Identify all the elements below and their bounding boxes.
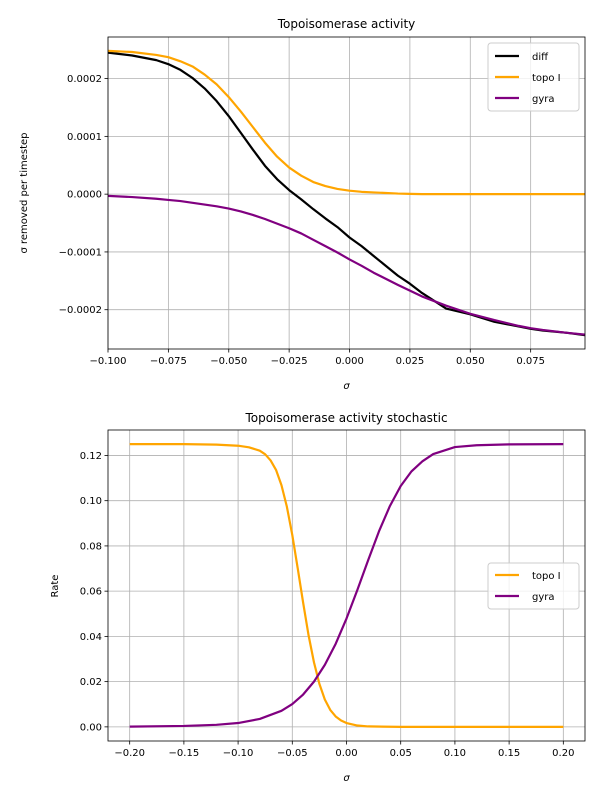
y-tick-label: 0.02 [80, 677, 102, 688]
x-tick-label: 0.050 [456, 356, 485, 367]
x-tick-label: 0.075 [516, 356, 545, 367]
x-tick-label: −0.025 [271, 356, 308, 367]
legend: diff topo I gyra [487, 42, 580, 112]
legend-label-topo-i: topo I [532, 73, 561, 84]
x-tick-label: −0.100 [89, 356, 126, 367]
legend: topo I gyra [487, 562, 580, 610]
x-tick-label: 0.025 [396, 356, 425, 367]
series-line-gyra [129, 443, 564, 728]
y-tick-label: 0.06 [80, 587, 102, 598]
series-layer [107, 49, 586, 337]
y-tick-label: −0.0001 [59, 247, 102, 258]
legend-label-diff: diff [532, 52, 549, 63]
y-tick-label: 0.08 [80, 541, 102, 552]
series-line-diff [107, 51, 586, 337]
y-axis-label: σ removed per timestep [19, 132, 30, 253]
legend-label-gyra: gyra [532, 94, 555, 105]
chart-topoisomerase-activity-stochastic: −0.20 −0.15 −0.10 −0.05 0.00 0.05 0.10 0.15 0.20… [50, 411, 586, 784]
y-axis-ticks: 0.00 0.02 0.04 0.06 0.08 0.10 0.12 [80, 451, 108, 733]
series-line-topo-i [129, 443, 564, 728]
chart-title: Topoisomerase activity [277, 17, 416, 31]
x-tick-label: −0.15 [169, 748, 200, 759]
chart-topoisomerase-activity: −0.100 −0.075 −0.050 −0.025 0.000 0.025 0.050 0… [19, 17, 586, 392]
y-tick-label: 0.0000 [67, 190, 102, 201]
x-tick-label: 0.15 [498, 748, 520, 759]
grid [107, 37, 585, 349]
legend-label-gyra: gyra [532, 592, 555, 603]
legend-box [487, 42, 580, 112]
axes-frame [107, 36, 586, 350]
y-tick-label: −0.0002 [59, 305, 102, 316]
x-axis-label: σ [343, 381, 350, 392]
y-tick-label: 0.0001 [67, 132, 102, 143]
x-tick-label: 0.00 [335, 748, 357, 759]
chart-title: Topoisomerase activity stochastic [244, 411, 447, 425]
series-layer [129, 443, 564, 728]
x-tick-label: −0.050 [210, 356, 247, 367]
x-tick-label: 0.05 [390, 748, 412, 759]
series-line-gyra [107, 194, 586, 336]
y-tick-label: 0.12 [80, 451, 102, 462]
series-line-topo-i [107, 49, 585, 196]
x-tick-label: −0.05 [277, 748, 308, 759]
x-axis-label: σ [343, 773, 350, 784]
x-tick-label: −0.075 [150, 356, 187, 367]
y-tick-label: 0.04 [80, 632, 102, 643]
x-tick-label: 0.10 [444, 748, 466, 759]
y-tick-label: 0.0002 [67, 74, 102, 85]
y-tick-label: 0.10 [80, 496, 102, 507]
x-tick-label: 0.20 [552, 748, 574, 759]
y-axis-ticks: −0.0002 −0.0001 0.0000 0.0001 0.0002 [59, 74, 108, 316]
x-tick-label: 0.000 [335, 356, 364, 367]
x-tick-label: −0.20 [114, 748, 145, 759]
x-axis-ticks: −0.20 −0.15 −0.10 −0.05 0.00 0.05 0.10 0.15 0.20 [114, 741, 574, 759]
axes-frame [107, 429, 586, 742]
y-axis-label: Rate [50, 575, 61, 598]
y-tick-label: 0.00 [80, 722, 102, 733]
x-tick-label: −0.10 [223, 748, 254, 759]
legend-label-topo-i: topo I [532, 571, 561, 582]
x-axis-ticks: −0.100 −0.075 −0.050 −0.025 0.000 0.025 0.050 0… [89, 349, 545, 367]
